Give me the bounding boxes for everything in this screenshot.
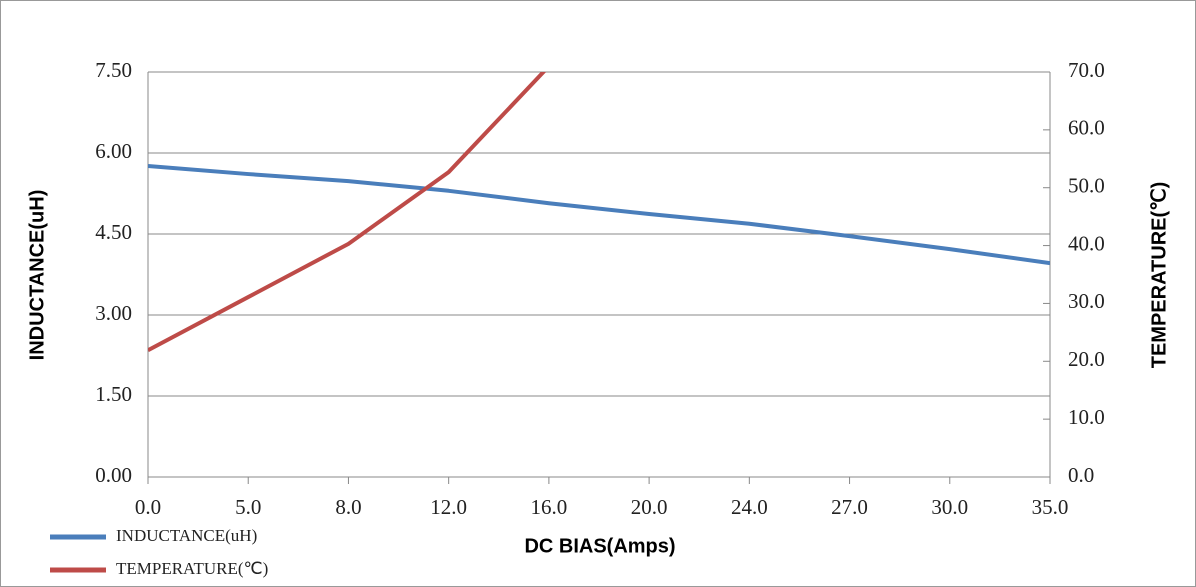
y-tick-label: 4.50	[95, 220, 132, 244]
y2-tick-label: 0.0	[1068, 463, 1094, 487]
x-tick-label: 24.0	[731, 495, 768, 519]
series-line	[148, 72, 547, 353]
x-axis-title: DC BIAS(Amps)	[524, 535, 675, 557]
x-tick-label: 16.0	[531, 495, 568, 519]
x-tick-label: 5.0	[235, 495, 261, 519]
x-tick-label: 20.0	[631, 495, 668, 519]
y2-tick-label: 20.0	[1068, 347, 1105, 371]
y2-tick-label: 50.0	[1068, 174, 1105, 198]
x-tick-label: 0.0	[135, 495, 161, 519]
series-line	[148, 163, 1050, 266]
x-tick-label: 8.0	[335, 495, 361, 519]
y-tick-label: 0.00	[95, 463, 132, 487]
y-tick-label: 7.50	[95, 58, 132, 82]
y2-tick-label: 10.0	[1068, 405, 1105, 429]
x-tick-label: 27.0	[831, 495, 868, 519]
y-tick-label: 3.00	[95, 301, 132, 325]
x-tick-label: 35.0	[1032, 495, 1069, 519]
y2-tick-label: 30.0	[1068, 289, 1105, 313]
y2-axis-title: TEMPERATURE(℃)	[1148, 182, 1170, 369]
y2-tick-label: 70.0	[1068, 58, 1105, 82]
legend-label: INDUCTANCE(uH)	[116, 526, 257, 545]
x-tick-label: 12.0	[430, 495, 467, 519]
y2-tick-label: 40.0	[1068, 231, 1105, 255]
y-axis-title: INDUCTANCE(uH)	[26, 190, 48, 361]
y-tick-label: 1.50	[95, 382, 132, 406]
y2-tick-label: 60.0	[1068, 116, 1105, 140]
y-tick-label: 6.00	[95, 139, 132, 163]
legend-label: TEMPERATURE(℃)	[116, 559, 268, 578]
x-tick-label: 30.0	[931, 495, 968, 519]
